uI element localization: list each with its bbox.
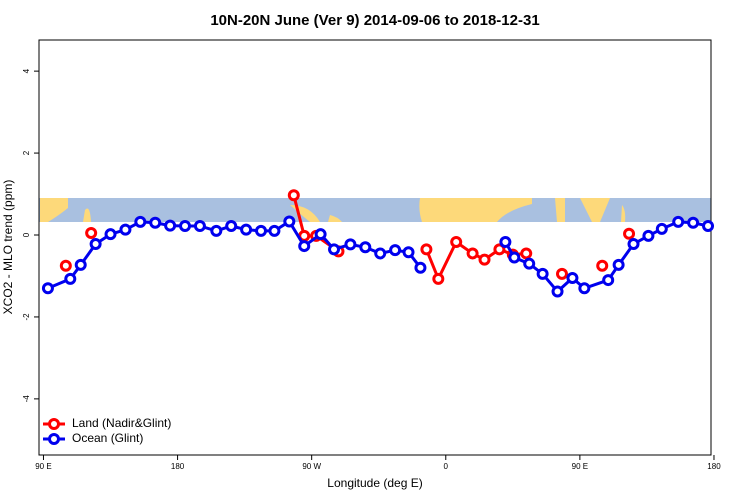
data-point (499, 235, 512, 248)
legend-swatch-point (48, 418, 60, 430)
data-point (555, 267, 568, 280)
data-point (314, 228, 327, 241)
data-point (655, 222, 668, 235)
legend-swatch-point (48, 433, 60, 445)
data-point (119, 223, 132, 236)
y-axis-label: XCO2 - MLO trend (ppm) (1, 180, 15, 315)
data-point (210, 224, 223, 237)
data-point (566, 272, 579, 285)
x-tick-label: 90 E (572, 462, 588, 471)
data-point (74, 258, 87, 271)
y-tick-label: -2 (22, 313, 31, 321)
data-point (642, 229, 655, 242)
data-point (612, 258, 625, 271)
data-point (240, 223, 253, 236)
data-point (179, 219, 192, 232)
data-point (328, 243, 341, 256)
data-point (466, 247, 479, 260)
data-point (623, 227, 636, 240)
data-point (225, 219, 238, 232)
data-point (450, 235, 463, 248)
data-point (520, 247, 533, 260)
data-point (164, 219, 177, 232)
x-tick-label: 90 E (35, 462, 51, 471)
data-point (193, 219, 206, 232)
data-point (508, 251, 521, 264)
data-point (344, 238, 357, 251)
data-point (64, 272, 77, 285)
data-point (89, 238, 102, 251)
data-point (602, 274, 615, 287)
x-axis-label: Longitude (deg E) (327, 476, 422, 490)
data-point (478, 253, 491, 266)
data-point (149, 216, 162, 229)
data-point (85, 226, 98, 239)
legend-label: Ocean (Glint) (72, 431, 143, 445)
x-tick-label: 0 (444, 462, 449, 471)
data-point (374, 247, 387, 260)
y-tick-label: 0 (22, 232, 31, 237)
data-point (298, 240, 311, 253)
y-tick-label: -4 (22, 395, 31, 403)
legend-label: Land (Nadir&Glint) (72, 416, 171, 430)
data-point (523, 257, 536, 270)
x-tick-label: 180 (171, 462, 185, 471)
data-point (493, 243, 506, 256)
data-point (41, 282, 54, 295)
x-tick-label: 90 W (302, 462, 321, 471)
y-tick-label: 2 (22, 150, 31, 155)
data-point (420, 243, 433, 256)
data-point (578, 282, 591, 295)
data-point (596, 259, 609, 272)
x-tick-label: 180 (707, 462, 721, 471)
data-point (551, 285, 564, 298)
chart-title: 10N-20N June (Ver 9) 2014-09-06 to 2018-… (210, 12, 539, 29)
data-point (287, 189, 300, 202)
data-point (283, 215, 296, 228)
data-point (702, 219, 715, 232)
data-point (59, 259, 72, 272)
data-point (104, 228, 117, 241)
data-point (359, 241, 372, 254)
data-point (536, 267, 549, 280)
data-point (672, 215, 685, 228)
data-point (432, 272, 445, 285)
data-point (255, 224, 268, 237)
y-tick-label: 4 (22, 68, 31, 73)
data-point (687, 216, 700, 229)
data-point (402, 246, 415, 259)
data-point (389, 244, 402, 257)
map-strip (39, 198, 711, 222)
data-point (627, 238, 640, 251)
plot-frame (38, 39, 712, 456)
data-point (134, 215, 147, 228)
data-point (414, 261, 427, 274)
data-point (268, 224, 281, 237)
